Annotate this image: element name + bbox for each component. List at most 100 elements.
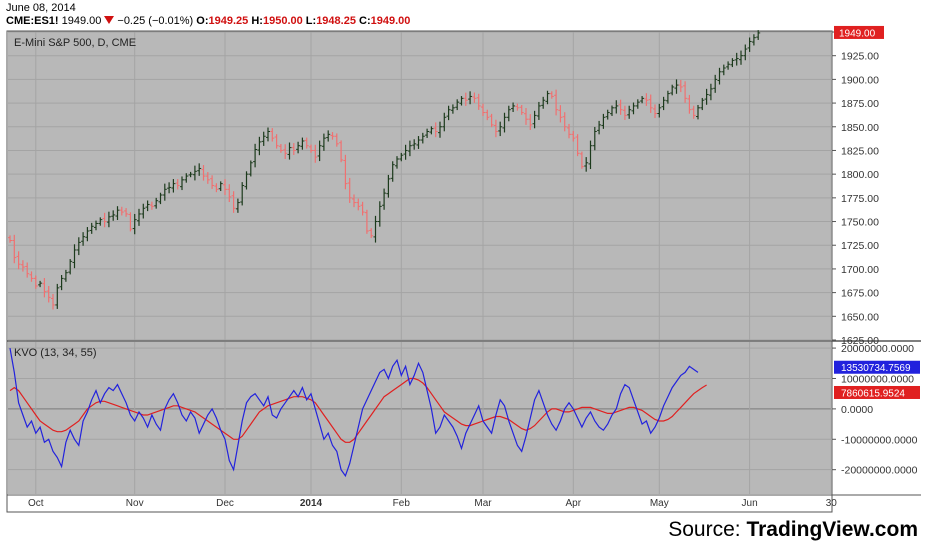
price-bar <box>640 96 645 104</box>
price-bar <box>446 105 451 121</box>
price-tick-label: 1925.00 <box>841 51 879 63</box>
price-bar <box>657 103 662 118</box>
source-brand: TradingView.com <box>746 518 918 541</box>
price-bar <box>253 143 258 168</box>
price-bar <box>356 198 361 211</box>
price-bar <box>524 108 528 125</box>
price-bar <box>98 217 103 226</box>
price-bar <box>184 173 189 183</box>
time-tick-label: Dec <box>216 498 234 509</box>
kvo-tick-label: 10000000.0000 <box>841 373 914 385</box>
price-bar <box>309 144 313 153</box>
price-bar <box>498 121 503 137</box>
time-tick-label: Jun <box>742 498 758 509</box>
price-bar <box>235 198 240 213</box>
price-bar <box>708 83 713 101</box>
price-bar <box>528 114 533 130</box>
price-bar <box>115 206 120 221</box>
price-bar <box>300 137 305 150</box>
price-bar <box>532 110 537 129</box>
price-bar <box>567 123 571 139</box>
price-bar <box>455 99 460 111</box>
price-bar <box>665 90 670 104</box>
price-bar <box>622 105 627 120</box>
price-bar <box>670 84 675 96</box>
price-bar <box>274 134 279 149</box>
price-bar <box>162 183 167 201</box>
price-bar <box>149 201 154 210</box>
price-bar <box>459 96 464 106</box>
price-bar <box>141 203 146 219</box>
price-bar <box>59 274 64 291</box>
price-bar <box>519 104 524 115</box>
kvo-tick-label: 20000000.0000 <box>841 343 914 355</box>
price-bar <box>51 293 55 310</box>
price-bar <box>618 99 623 115</box>
price-bar <box>575 134 580 157</box>
price-bar <box>416 136 421 149</box>
price-tick-label: 1625.00 <box>841 335 879 347</box>
price-bar <box>270 128 275 142</box>
price-bar <box>317 140 322 162</box>
price-bar <box>493 119 498 138</box>
price-bar <box>20 260 25 272</box>
price-bar <box>631 102 636 115</box>
kvo-tick-label: -10000000.0000 <box>841 434 918 446</box>
price-bar <box>739 50 743 65</box>
price-bar <box>743 44 748 61</box>
price-bar <box>137 208 141 226</box>
price-bar <box>377 201 382 227</box>
price-tick-label: 1775.00 <box>841 193 879 205</box>
price-bar <box>584 157 589 172</box>
price-bar <box>420 132 425 144</box>
price-bar <box>89 222 94 234</box>
price-tick-label: 1825.00 <box>841 145 879 157</box>
price-bar <box>700 97 705 111</box>
price-bar <box>63 269 68 282</box>
price-bar <box>683 81 688 103</box>
price-bar <box>171 179 176 193</box>
price-bar <box>713 74 718 93</box>
time-tick-label: Mar <box>474 498 492 509</box>
price-bar <box>106 211 111 228</box>
low-label: L: <box>305 15 317 27</box>
kvo-value-tag-label: 7860615.9524 <box>841 388 905 399</box>
price-bar <box>687 94 692 114</box>
price-bar <box>85 227 90 242</box>
price-bar <box>214 183 219 193</box>
price-bar <box>223 179 227 196</box>
price-bar <box>94 220 98 231</box>
price-bar <box>485 109 490 121</box>
price-tick-label: 1750.00 <box>841 217 879 229</box>
price-tick-label: 1850.00 <box>841 122 879 134</box>
price-bar <box>291 143 296 156</box>
chart-date: June 08, 2014 <box>6 2 76 14</box>
time-tick-label: Nov <box>126 498 144 509</box>
price-bar <box>119 206 124 216</box>
price-bar <box>562 112 567 132</box>
price-bar <box>8 235 12 243</box>
price-bar <box>696 104 700 120</box>
price-bar <box>158 192 163 205</box>
price-bar <box>605 109 610 120</box>
source-prefix: Source: <box>668 518 747 541</box>
price-bar <box>597 120 602 135</box>
time-tick-label: Oct <box>28 498 44 509</box>
price-bar <box>244 171 249 190</box>
price-bar <box>691 105 696 119</box>
price-bar <box>403 144 408 160</box>
price-bar <box>489 113 494 128</box>
price-bar <box>145 200 150 212</box>
price-bar <box>248 160 253 177</box>
price-bar <box>653 104 657 119</box>
price-bar <box>463 92 468 106</box>
price-bar <box>571 130 576 142</box>
price-bar <box>747 37 752 52</box>
price-bar <box>476 93 481 110</box>
price-bar <box>648 94 653 113</box>
chart-canvas[interactable]: 1950.00 1925.00 1900.00 1875.00 1850.00 1825.… <box>0 0 932 515</box>
price-bar <box>287 142 292 160</box>
price-bar <box>541 96 546 109</box>
time-tick-label: Feb <box>393 498 411 509</box>
price-bar <box>347 177 352 203</box>
